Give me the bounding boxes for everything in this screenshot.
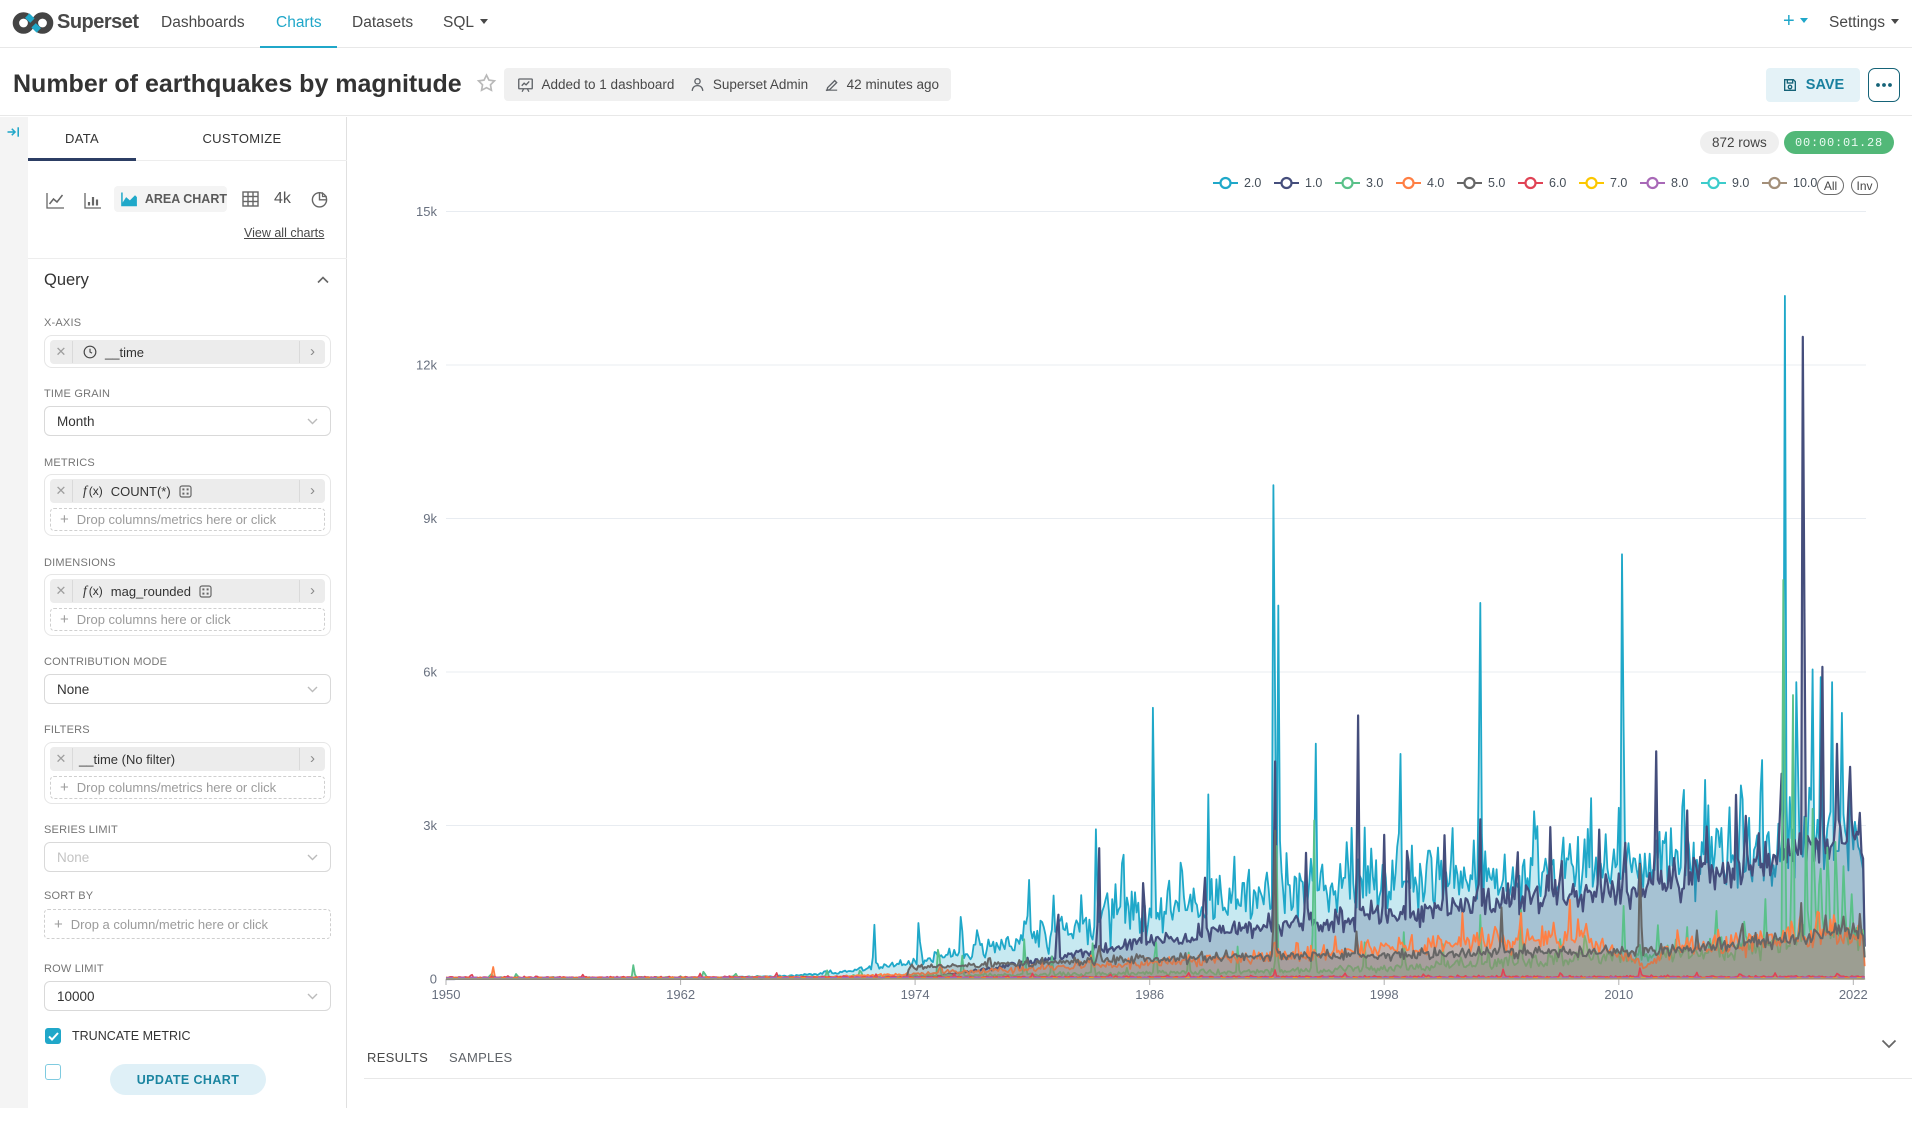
svg-text:1986: 1986 — [1135, 987, 1164, 1002]
svg-text:2022: 2022 — [1839, 987, 1868, 1002]
svg-text:9k: 9k — [423, 511, 437, 526]
svg-text:0: 0 — [430, 972, 437, 987]
svg-text:3k: 3k — [423, 818, 437, 833]
svg-text:1974: 1974 — [901, 987, 930, 1002]
svg-text:15k: 15k — [416, 204, 437, 219]
svg-text:2010: 2010 — [1604, 987, 1633, 1002]
svg-text:1962: 1962 — [666, 987, 695, 1002]
svg-text:12k: 12k — [416, 358, 437, 373]
svg-text:1998: 1998 — [1370, 987, 1399, 1002]
svg-text:6k: 6k — [423, 665, 437, 680]
svg-text:1950: 1950 — [432, 987, 461, 1002]
